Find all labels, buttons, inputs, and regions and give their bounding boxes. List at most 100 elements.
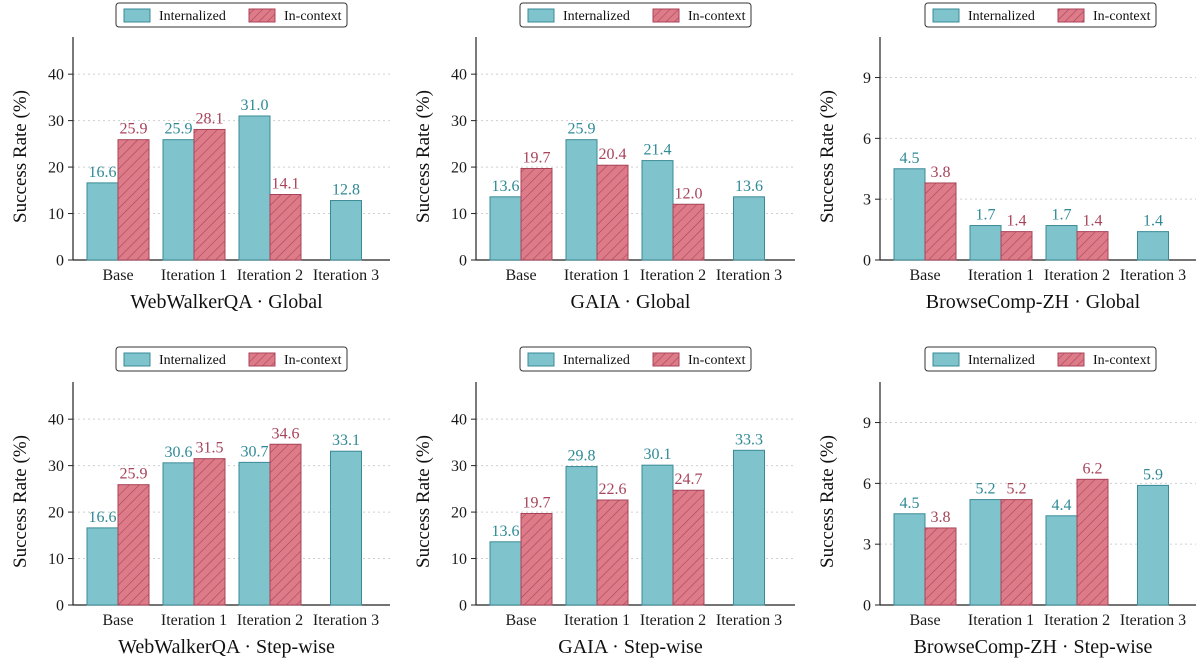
y-tick-label: 40 [48,412,64,429]
bar-in-context [1000,231,1033,261]
bar-label-in-context: 24.7 [675,471,703,488]
legend-swatch-in-context [652,8,680,23]
subplot-4: 0 10 20 30 40 16.6 25.9 Base 30.6 31.5 Iteration 1… [10,346,390,658]
bar-internalized [238,115,271,261]
bar-label-internalized: 5.9 [1143,466,1163,483]
x-tick-label: Iteration 2 [1044,612,1110,629]
bar-label-in-context: 19.7 [523,494,551,511]
bar-label-internalized: 1.7 [1052,207,1072,224]
x-tick-label: Iteration 3 [716,612,782,629]
x-tick-label: Base [102,267,133,284]
y-tick-label: 20 [451,505,467,522]
legend-swatch-in-context [652,352,680,367]
legend-label-internalized: Internalized [563,353,630,368]
y-tick-label: 3 [863,192,871,209]
bar-in-context [596,164,629,261]
bar-internalized [86,527,119,606]
bar-internalized [565,139,598,261]
bar-label-in-context: 28.1 [196,110,224,127]
legend: Internalized In-context [924,346,1157,372]
y-tick-label: 0 [56,253,64,270]
bar-label-internalized: 21.4 [644,142,672,159]
x-tick-label: Base [505,267,536,284]
bar-in-context [117,484,150,606]
legend-swatch-internalized [527,352,555,367]
subplot-5: 0 10 20 30 40 13.619.7 Base 29.822.6 Iteration 1… [413,346,795,658]
x-tick-label: Iteration 1 [161,612,227,629]
x-tick-label: Iteration 3 [313,612,379,629]
legend: Internalized In-context [519,2,752,28]
bar-in-context [520,167,553,261]
y-tick-label: 10 [48,206,64,223]
legend-frame [115,2,348,28]
bar-in-context [672,489,705,606]
x-tick-label: Iteration 1 [968,267,1034,284]
legend-swatch-internalized [123,352,151,367]
subplot-title: WebWalkerQA · Global [130,291,323,313]
bar-label-in-context: 31.5 [196,440,224,457]
legend-swatch-in-context [1057,8,1085,23]
y-axis-title: Success Rate (%) [817,90,838,223]
legend: Internalized In-context [115,2,348,28]
legend-label-in-context: In-context [1093,9,1151,24]
bar-label-internalized: 16.6 [89,164,117,181]
bar-internalized [162,462,195,606]
x-tick-label: Iteration 2 [237,612,303,629]
y-tick-label: 3 [863,537,871,554]
legend-frame [519,2,752,28]
y-tick-label: 10 [451,206,467,223]
bar-label-in-context: 22.6 [599,481,627,498]
bar-internalized [1137,231,1169,261]
subplot-6: 0 3 6 9 4.5 3.8 Base 5.2 5.2 Iteration 1 4.4 6.2 Ite… [817,346,1196,658]
y-tick-label: 10 [48,551,64,568]
bar-label-internalized: 12.8 [332,182,360,199]
bar-label-in-context: 3.8 [931,509,951,526]
bar-internalized [238,461,271,606]
legend: Internalized In-context [519,346,752,372]
y-tick-label: 6 [863,131,871,148]
legend-label-internalized: Internalized [159,9,226,24]
legend-swatch-in-context [248,8,276,23]
bar-label-internalized: 13.6 [735,178,763,195]
bar-internalized [1137,484,1169,606]
bar-internalized [330,200,362,261]
legend-label-internalized: Internalized [968,9,1035,24]
y-tick-label: 40 [451,412,467,429]
bar-label-internalized: 13.6 [492,178,520,195]
y-tick-label: 20 [451,160,467,177]
y-axis-title: Success Rate (%) [413,90,434,223]
bar-label-internalized: 30.7 [241,443,269,460]
y-axis-title: Success Rate (%) [817,435,838,568]
bar-internalized [1045,225,1078,261]
bar-internalized [1045,515,1078,606]
bar-internalized [733,196,765,261]
x-tick-label: Iteration 2 [237,267,303,284]
bar-in-context [924,182,957,261]
x-tick-label: Base [909,612,940,629]
y-tick-label: 20 [48,160,64,177]
y-tick-label: 30 [451,113,467,130]
subplot-title: GAIA · Global [571,291,691,313]
bar-internalized [969,499,1002,606]
y-tick-label: 40 [451,67,467,84]
bar-internalized [86,182,119,261]
bar-label-internalized: 16.6 [89,509,117,526]
bar-label-internalized: 33.1 [332,432,360,449]
x-tick-label: Iteration 1 [161,267,227,284]
bar-label-in-context: 14.1 [272,175,300,192]
y-tick-label: 0 [56,598,64,615]
bar-in-context [1000,499,1033,606]
legend-label-in-context: In-context [688,353,746,368]
y-tick-label: 10 [451,551,467,568]
legend-swatch-internalized [527,8,555,23]
x-tick-label: Iteration 1 [968,612,1034,629]
legend-label-internalized: Internalized [968,353,1035,368]
subplot-title: GAIA · Step-wise [558,636,703,658]
legend-label-in-context: In-context [284,353,342,368]
bar-label-internalized: 33.3 [735,431,763,448]
bar-label-internalized: 30.1 [644,446,672,463]
y-axis-title: Success Rate (%) [10,90,31,223]
y-tick-label: 0 [863,598,871,615]
